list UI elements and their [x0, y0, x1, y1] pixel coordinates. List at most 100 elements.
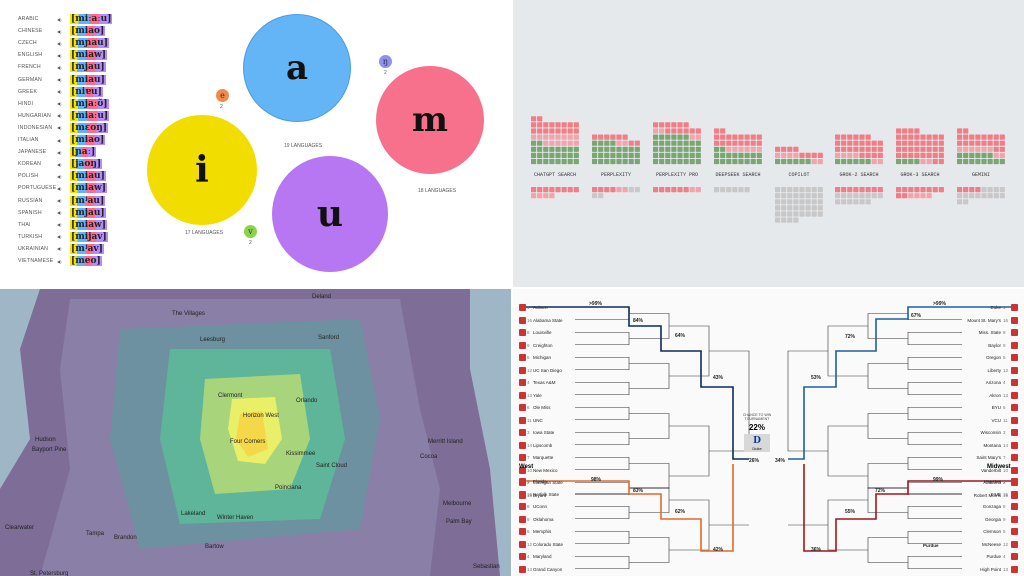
team-seed: 10: [527, 467, 533, 473]
waffle-cell: [665, 152, 671, 158]
team-name[interactable]: Robert Morris: [973, 492, 1001, 498]
speaker-icon[interactable]: ◀): [57, 258, 62, 264]
team-name[interactable]: VCU: [991, 417, 1001, 423]
team-name[interactable]: Mount St. Mary's: [967, 317, 1001, 323]
team-name[interactable]: Baylor: [988, 342, 1001, 348]
waffle-cell: [871, 146, 877, 152]
waffle-cell: [805, 158, 811, 165]
team-name[interactable]: BYU: [991, 405, 1001, 410]
waffle-cell: [604, 152, 610, 158]
speaker-icon[interactable]: ◀): [57, 246, 62, 252]
bracket-connector: [907, 381, 962, 396]
team-name[interactable]: SIUE: [990, 491, 1001, 497]
team-name[interactable]: Memphis: [533, 529, 552, 534]
team-name[interactable]: Norfolk State: [533, 491, 560, 497]
team-name[interactable]: Arizona: [985, 380, 1001, 385]
team-name[interactable]: Houston: [984, 479, 1001, 484]
waffle-cell: [865, 152, 871, 158]
team-name[interactable]: Marquette: [533, 455, 554, 460]
team-name[interactable]: Oregon: [985, 355, 1001, 360]
speaker-icon[interactable]: ◀): [57, 234, 62, 240]
speaker-icon[interactable]: ◀): [57, 222, 62, 228]
waffle-cell: [859, 140, 865, 146]
champion-team: Duke: [752, 445, 762, 451]
waffle-cell: [963, 146, 969, 152]
team-name[interactable]: Montana: [983, 442, 1001, 448]
team-name[interactable]: Michigan: [533, 355, 552, 360]
waffle-cell: [689, 187, 695, 193]
team-name[interactable]: Auburn: [533, 305, 548, 310]
team-seed: 16: [527, 491, 533, 497]
team-name[interactable]: Oklahoma: [533, 516, 554, 522]
team-name[interactable]: Creighton: [533, 342, 553, 348]
speaker-icon[interactable]: ◀): [57, 173, 62, 179]
team-seed: 9: [527, 342, 530, 348]
team-name[interactable]: Yale: [533, 392, 542, 398]
team-logo-icon: [519, 366, 526, 374]
speaker-icon[interactable]: ◀): [57, 28, 62, 34]
team-name[interactable]: Grand Canyon: [533, 566, 563, 572]
team-name[interactable]: Saint Mary's: [976, 455, 1001, 460]
team-name[interactable]: Miss. State: [978, 330, 1001, 335]
speaker-icon[interactable]: ◀): [57, 40, 62, 46]
team-name[interactable]: New Mexico: [533, 467, 558, 473]
waffle-cell: [817, 193, 823, 199]
waffle-cell: [622, 152, 628, 158]
team-name[interactable]: Purdue: [986, 554, 1001, 559]
language-name: UKRAINIAN: [18, 245, 49, 252]
team-name[interactable]: UC San Diego: [533, 367, 562, 373]
team-name[interactable]: Gonzaga: [982, 504, 1001, 509]
team-name[interactable]: Bryant: [533, 492, 547, 498]
team-name[interactable]: Alabama: [983, 480, 1001, 485]
team-name[interactable]: Wisconsin: [980, 430, 1001, 435]
speaker-icon[interactable]: ◀): [57, 52, 62, 58]
speaker-icon[interactable]: ◀): [57, 149, 62, 155]
team-name[interactable]: Michigan State: [533, 480, 563, 485]
waffle-cell: [963, 193, 969, 199]
team-name[interactable]: Texas A&M: [533, 380, 556, 385]
speaker-icon[interactable]: ◀): [57, 89, 62, 95]
waffle-cell: [531, 158, 537, 165]
waffle-cell: [999, 187, 1005, 193]
team-name[interactable]: Florida: [533, 479, 547, 484]
team-name[interactable]: Clemson: [983, 529, 1001, 534]
team-name[interactable]: Maryland: [533, 554, 552, 559]
speaker-icon[interactable]: ◀): [57, 137, 62, 143]
team-name[interactable]: Lipscomb: [533, 442, 553, 448]
team-name[interactable]: Georgia: [984, 516, 1001, 522]
team-name[interactable]: Louisville: [533, 330, 552, 335]
waffle-cell: [781, 199, 787, 205]
waffle-cell: [549, 158, 555, 165]
speaker-icon[interactable]: ◀): [57, 77, 62, 82]
team-name[interactable]: Iowa State: [533, 430, 555, 435]
team-name[interactable]: High Point: [980, 566, 1001, 572]
team-name[interactable]: Colorado State: [533, 541, 564, 547]
speaker-icon[interactable]: ◀): [57, 210, 62, 216]
speaker-icon[interactable]: ◀): [57, 198, 62, 203]
waffle-cell: [610, 187, 616, 193]
team-name[interactable]: Akron: [989, 392, 1001, 398]
waffle-cell: [714, 128, 720, 134]
speaker-icon[interactable]: ◀): [57, 125, 62, 131]
speaker-icon[interactable]: ◀): [57, 161, 62, 167]
team-name[interactable]: Ole Miss: [533, 405, 551, 410]
team-name[interactable]: Alabama State: [533, 317, 563, 323]
team-name[interactable]: UNC: [533, 417, 543, 423]
language-name: GERMAN: [18, 76, 42, 83]
team-name[interactable]: UConn: [533, 504, 548, 509]
speaker-icon[interactable]: ◀): [57, 16, 62, 22]
language-name: ENGLISH: [18, 52, 43, 59]
speaker-icon[interactable]: ◀): [57, 113, 62, 119]
waffle-cell: [665, 122, 671, 128]
team-name[interactable]: Duke: [990, 305, 1001, 310]
team-name[interactable]: Liberty: [987, 367, 1001, 373]
waffle-cell: [543, 146, 549, 152]
speaker-icon[interactable]: ◀): [57, 101, 62, 107]
waffle-cell: [859, 158, 865, 165]
team-name[interactable]: Vanderbilt: [981, 467, 1001, 473]
waffle-cell: [543, 134, 549, 140]
speaker-icon[interactable]: ◀): [57, 64, 62, 70]
speaker-icon[interactable]: ◀): [57, 185, 62, 191]
team-name[interactable]: McNeese: [981, 541, 1001, 547]
waffle-cell: [920, 146, 926, 152]
